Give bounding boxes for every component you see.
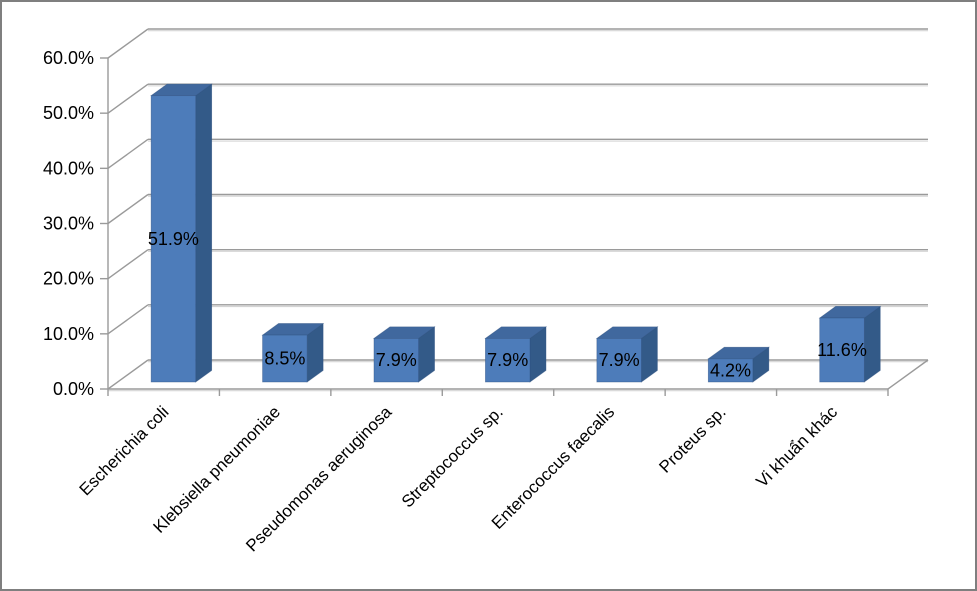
bar-vi-khuan-khac	[819, 317, 865, 383]
x-axis-category-label: Enterococcus faecalis	[488, 402, 618, 532]
y-axis-tick-label: 20.0%	[43, 269, 94, 289]
x-axis-category-label: Vi khuẩn khác	[752, 402, 841, 491]
bar-data-label: 8.5%	[264, 349, 305, 369]
y-gridline-depth-segment	[107, 249, 149, 280]
bar-data-label: 7.9%	[599, 350, 640, 370]
bar-proteus-sp	[707, 358, 754, 383]
floor-right-depth-edge	[887, 359, 929, 390]
bar-enterococcus-faecalis	[596, 338, 642, 383]
y-axis-tick-label: 0.0%	[53, 379, 94, 399]
y-gridline-depth-segment	[107, 83, 149, 114]
bar-data-label: 4.2%	[710, 360, 751, 380]
bar-klebsiella-pneumoniae	[262, 334, 308, 383]
x-axis-category-label: Escherichia coli	[76, 402, 173, 499]
y-gridline-depth-segment	[107, 138, 149, 169]
bar-streptococcus-sp	[485, 338, 531, 383]
x-axis-category-label: Proteus sp.	[655, 402, 729, 476]
y-gridline-depth-segment	[107, 193, 149, 225]
bar-pseudomonas-aeruginosa	[373, 338, 419, 383]
y-axis-tick-label: 30.0%	[43, 214, 94, 234]
y-axis-tick-label: 50.0%	[43, 103, 94, 123]
bar-escherichia-coli	[150, 95, 197, 383]
bar-data-label: 51.9%	[148, 229, 199, 249]
x-axis-category-label: Streptococcus sp.	[398, 402, 507, 511]
y-axis-tick-label: 60.0%	[43, 48, 94, 68]
x-axis-category-label: Klebsiella pneumoniae	[150, 402, 284, 536]
y-gridline-depth-segment	[107, 304, 149, 335]
bar-data-label: 7.9%	[487, 350, 528, 370]
y-axis-tick-label: 40.0%	[43, 158, 94, 178]
y-axis-tick-label: 10.0%	[43, 324, 94, 344]
bar-data-label: 11.6%	[817, 340, 867, 360]
bar-data-label: 7.9%	[376, 350, 417, 370]
y-gridline-depth-segment	[107, 28, 149, 59]
y-gridline-depth-segment	[107, 359, 149, 390]
